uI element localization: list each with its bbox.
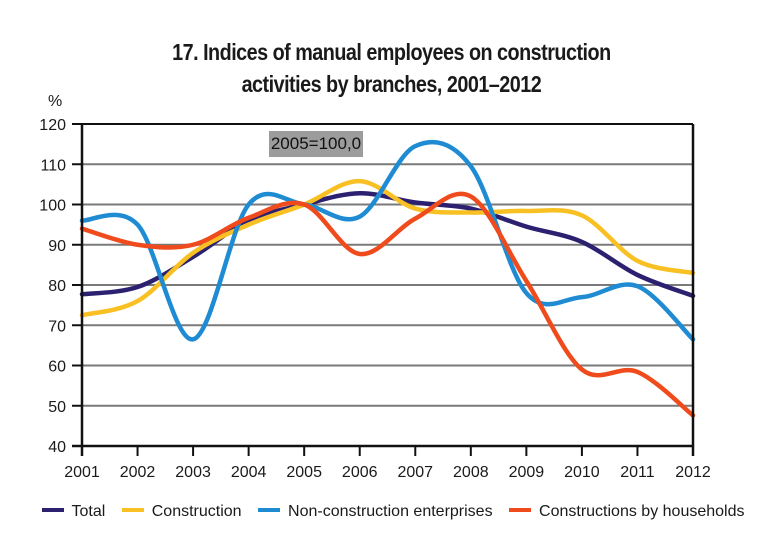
y-axis-unit-label: % bbox=[48, 93, 62, 110]
legend-item-total: Total bbox=[36, 503, 106, 521]
legend-label-construction: Construction bbox=[151, 503, 242, 520]
gridlines bbox=[82, 123, 693, 407]
series-line-non-construction bbox=[79, 139, 696, 342]
legend-swatch-construction bbox=[121, 507, 144, 512]
y-tick-label-70: 70 bbox=[48, 318, 66, 335]
legend-swatch-households bbox=[509, 507, 532, 512]
x-tick-label-2005: 2005 bbox=[286, 464, 322, 481]
legend-item-non-construction: Non-construction enterprises bbox=[252, 503, 493, 521]
legend: Total Construction Non-construction ente… bbox=[0, 503, 780, 521]
series-line-households bbox=[79, 191, 696, 418]
axes bbox=[72, 123, 695, 456]
series-lines bbox=[79, 139, 696, 418]
x-tick-label-2009: 2009 bbox=[509, 464, 545, 481]
legend-item-construction: Construction bbox=[116, 503, 242, 521]
base-year-annotation: 2005=100,0 bbox=[269, 131, 363, 157]
y-tick-label-80: 80 bbox=[48, 278, 66, 295]
y-tick-label-60: 60 bbox=[48, 359, 66, 376]
x-tick-label-2002: 2002 bbox=[120, 464, 156, 481]
x-tick-label-2012: 2012 bbox=[675, 464, 711, 481]
chart-title: 17. Indices of manual employees on const… bbox=[56, 36, 727, 100]
chart-title-line-2: activities by branches, 2001–2012 bbox=[241, 71, 542, 97]
x-tick-label-2001: 2001 bbox=[64, 464, 100, 481]
x-tick-label-2003: 2003 bbox=[175, 464, 211, 481]
legend-swatch-non-construction bbox=[258, 507, 281, 512]
y-tick-label-110: 110 bbox=[40, 157, 66, 174]
x-tick-label-2011: 2011 bbox=[620, 464, 655, 481]
y-tick-label-100: 100 bbox=[39, 198, 66, 215]
y-tick-labels: 40 50 60 70 80 90 100 110 120 bbox=[39, 117, 66, 456]
x-tick-label-2010: 2010 bbox=[564, 464, 600, 481]
legend-label-non-construction: Non-construction enterprises bbox=[288, 503, 493, 520]
x-tick-label-2008: 2008 bbox=[453, 464, 489, 481]
x-tick-label-2006: 2006 bbox=[342, 464, 378, 481]
y-tick-label-120: 120 bbox=[39, 117, 66, 134]
legend-label-households: Constructions by households bbox=[539, 503, 745, 520]
y-tick-label-40: 40 bbox=[48, 439, 66, 456]
x-tick-labels: 2001 2002 2003 2004 2005 2006 2007 2008 2009 2010… bbox=[64, 464, 711, 481]
legend-item-households: Constructions by households bbox=[503, 503, 744, 521]
legend-label-total: Total bbox=[71, 503, 106, 520]
x-tick-label-2004: 2004 bbox=[231, 464, 267, 481]
chart-title-line-1: 17. Indices of manual employees on const… bbox=[172, 39, 611, 65]
series-line-construction bbox=[79, 178, 696, 318]
x-tick-label-2007: 2007 bbox=[397, 464, 433, 481]
series-line-total bbox=[79, 190, 696, 299]
y-tick-label-50: 50 bbox=[48, 399, 66, 416]
legend-swatch-total bbox=[41, 507, 64, 512]
y-tick-label-90: 90 bbox=[48, 238, 66, 255]
